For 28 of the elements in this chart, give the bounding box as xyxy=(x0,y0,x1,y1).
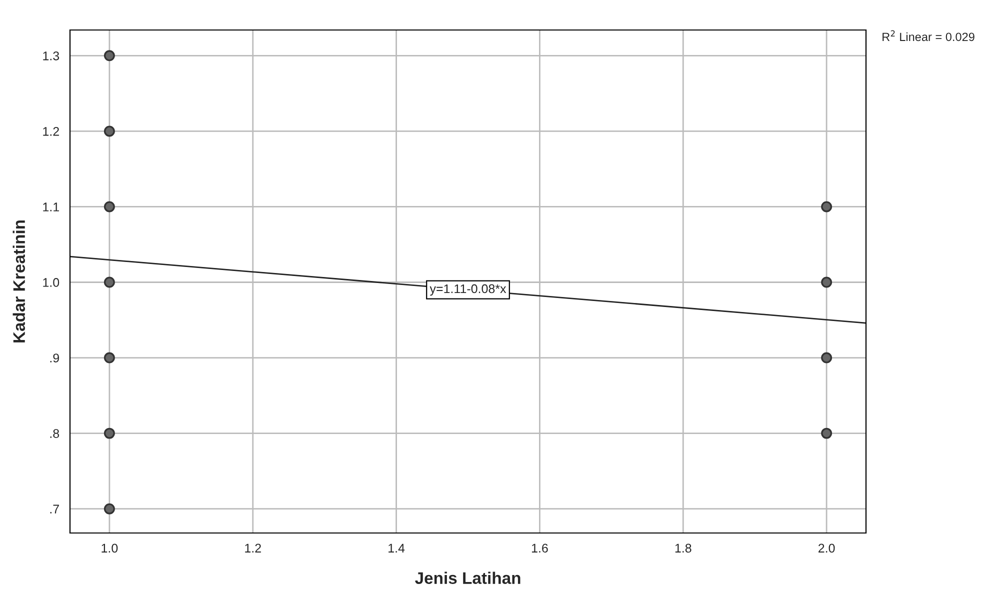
point xyxy=(821,276,832,288)
annotation: y=1.11-0.08*x xyxy=(430,284,506,296)
x-tick-label: 1.6 xyxy=(532,544,548,553)
y-axis-title: Kadar Kreatinin xyxy=(12,220,26,342)
point xyxy=(821,201,832,212)
x-tick-label: 1.2 xyxy=(245,544,261,552)
y-tick-label: .7 xyxy=(50,504,59,514)
x-tick-label: 1.8 xyxy=(675,544,692,553)
point xyxy=(104,428,115,439)
point xyxy=(104,50,115,62)
y-tick-label: 1.3 xyxy=(43,51,60,60)
x-tick-label: 2.0 xyxy=(818,544,835,553)
point xyxy=(821,352,832,364)
point xyxy=(821,428,832,439)
y-tick-label: 1.1 xyxy=(43,202,59,212)
y-tick-label: 1.0 xyxy=(43,278,60,287)
y-tick-label: .8 xyxy=(50,429,60,438)
point xyxy=(104,126,115,137)
x-axis-title: Jenis Latihan xyxy=(415,572,520,584)
y-tick-label: .9 xyxy=(50,354,59,362)
point xyxy=(104,276,115,288)
text: R$^{2}$ Linear = 0.029 xyxy=(882,30,974,42)
point xyxy=(104,201,115,212)
point xyxy=(104,503,115,514)
y-tick-label: 1.2 xyxy=(43,127,59,136)
x-tick-label: 1.4 xyxy=(388,544,405,552)
x-tick-label: 1.0 xyxy=(102,544,118,553)
point xyxy=(104,352,115,364)
